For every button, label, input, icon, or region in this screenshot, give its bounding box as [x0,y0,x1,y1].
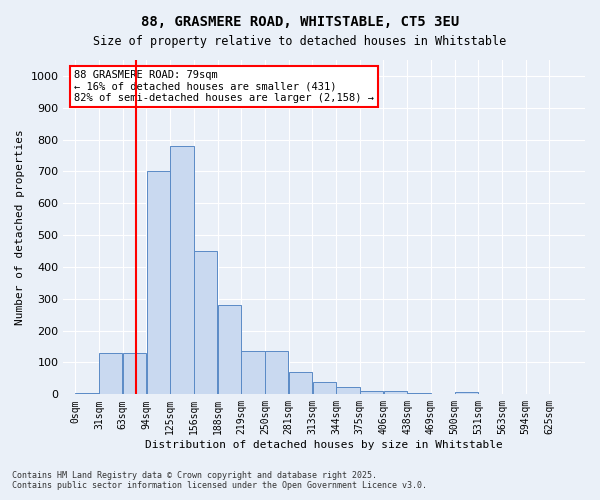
Bar [383,390,407,394]
Bar [289,372,312,394]
Bar [194,251,217,394]
Bar [313,382,336,394]
Text: 88 GRASMERE ROAD: 79sqm
← 16% of detached houses are smaller (431)
82% of semi-d: 88 GRASMERE ROAD: 79sqm ← 16% of detache… [74,70,374,103]
Bar [170,146,194,394]
Text: Contains HM Land Registry data © Crown copyright and database right 2025.
Contai: Contains HM Land Registry data © Crown c… [12,470,427,490]
Bar [265,352,289,395]
Bar [241,352,265,395]
Bar [407,392,431,394]
Text: Size of property relative to detached houses in Whitstable: Size of property relative to detached ho… [94,35,506,48]
Bar [123,353,146,395]
Bar [99,353,122,395]
Bar [455,392,478,394]
Bar [218,305,241,394]
Bar [146,172,170,394]
Y-axis label: Number of detached properties: Number of detached properties [15,130,25,325]
Bar [360,390,383,394]
Bar [76,392,99,394]
Bar [336,388,359,394]
X-axis label: Distribution of detached houses by size in Whitstable: Distribution of detached houses by size … [145,440,503,450]
Text: 88, GRASMERE ROAD, WHITSTABLE, CT5 3EU: 88, GRASMERE ROAD, WHITSTABLE, CT5 3EU [141,15,459,29]
